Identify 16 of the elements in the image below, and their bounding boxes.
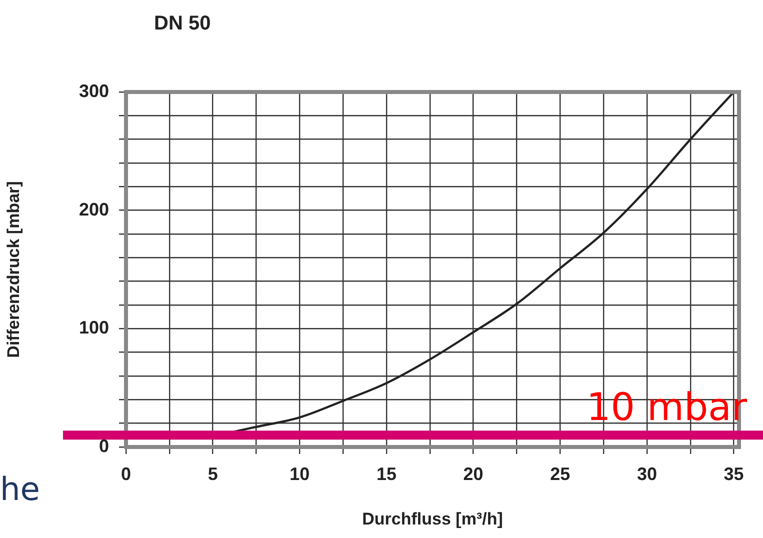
x-tick-label: 20: [463, 464, 484, 484]
x-tick-label: 25: [550, 464, 570, 484]
text: he: [0, 470, 40, 508]
x-tick-label: 15: [376, 464, 396, 484]
x-axis-title: Durchfluss [m³/h]: [362, 509, 503, 528]
x-tick-label: 30: [636, 464, 657, 484]
x-tick-label: 5: [208, 464, 218, 484]
y-tick-label: 100: [78, 318, 109, 338]
y-tick-label: 200: [78, 199, 109, 220]
x-tick-label: 0: [120, 464, 132, 484]
x-tick-label: 35: [724, 464, 744, 484]
y-tick-label: 300: [78, 80, 109, 101]
chart-title: DN 50: [154, 12, 211, 35]
y-tick-label: 0: [98, 436, 109, 456]
y-axis-title: Differenzdruck [mbar]: [4, 181, 23, 358]
x-tick-label: 10: [290, 464, 310, 484]
